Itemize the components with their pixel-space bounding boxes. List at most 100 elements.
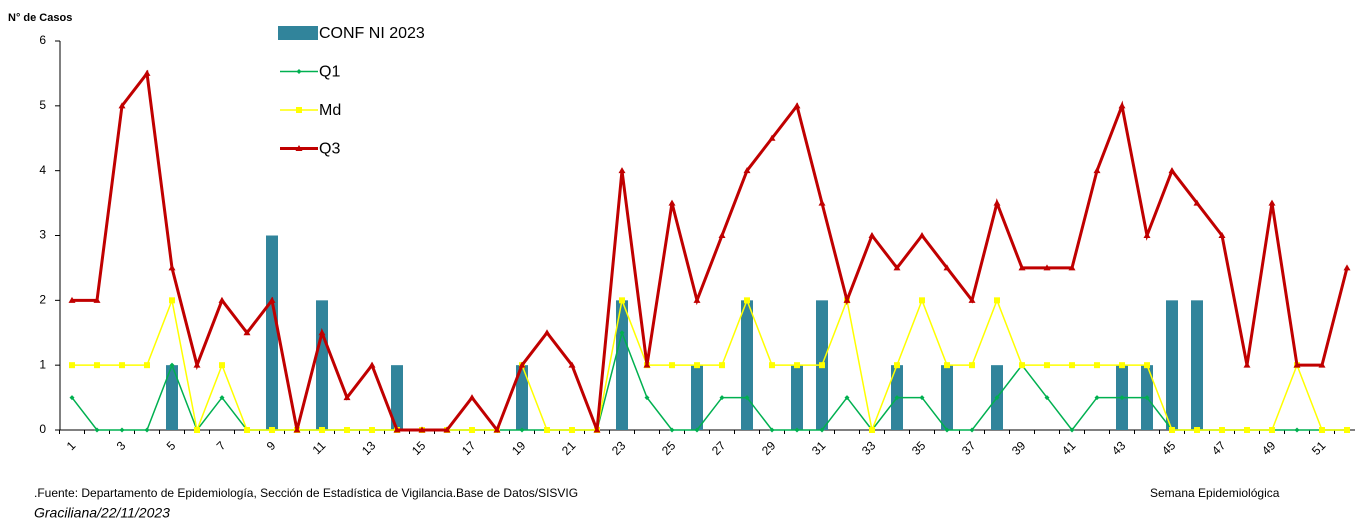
md-marker xyxy=(969,362,975,369)
md-marker xyxy=(1119,362,1125,369)
q1-marker xyxy=(169,362,175,368)
q3-marker xyxy=(1218,232,1226,238)
q1-marker xyxy=(1094,395,1100,401)
md-marker xyxy=(1194,427,1200,433)
q3-marker xyxy=(568,361,576,368)
x-tick-label: 31 xyxy=(809,438,829,458)
md-marker xyxy=(744,297,750,304)
md-marker xyxy=(269,427,275,433)
q3-marker xyxy=(368,361,376,368)
q3-marker xyxy=(993,199,1001,206)
x-tick-label: 47 xyxy=(1209,438,1229,458)
q3-marker xyxy=(295,145,303,151)
q1-marker xyxy=(694,427,700,433)
q3-marker xyxy=(1093,167,1101,174)
md-marker xyxy=(1319,427,1325,433)
md-marker xyxy=(894,362,900,369)
md-marker xyxy=(1069,362,1075,369)
q3-marker xyxy=(268,296,276,303)
x-tick-label: 7 xyxy=(214,438,229,453)
x-tick-label: 15 xyxy=(409,438,429,458)
q3-marker xyxy=(1343,264,1351,271)
bar xyxy=(791,365,803,430)
author-note: Graciliana/22/11/2023 xyxy=(34,505,170,521)
q3-marker xyxy=(143,69,151,76)
x-tick-label: 39 xyxy=(1009,438,1029,458)
legend-swatch xyxy=(278,26,318,40)
q3-marker xyxy=(418,426,426,433)
bar xyxy=(166,365,178,430)
x-axis-label: Semana Epidemiológica xyxy=(1150,486,1280,500)
bar xyxy=(691,365,703,430)
x-tick-label: 3 xyxy=(114,438,129,453)
x-tick-label: 5 xyxy=(164,438,179,453)
y-axis-label: N° de Casos xyxy=(8,12,72,24)
q3-marker xyxy=(343,394,351,401)
md-marker xyxy=(819,362,825,369)
q3-marker xyxy=(893,264,901,271)
q3-marker xyxy=(593,426,601,433)
bar xyxy=(516,365,528,430)
q1-marker xyxy=(1294,427,1300,433)
bar xyxy=(741,300,753,430)
q3-marker xyxy=(793,102,801,109)
q3-marker xyxy=(1168,167,1176,174)
md-marker xyxy=(1169,427,1175,433)
line-md xyxy=(72,297,1347,433)
md-marker xyxy=(1344,427,1350,433)
x-tick-label: 29 xyxy=(759,438,779,458)
q3-marker xyxy=(243,329,251,336)
md-marker xyxy=(944,362,950,369)
q3-marker xyxy=(1268,199,1276,206)
q3-marker xyxy=(1193,199,1201,206)
x-tick-label: 1 xyxy=(64,438,79,453)
q3-marker xyxy=(493,426,501,433)
md-marker xyxy=(296,107,302,113)
q3-marker xyxy=(843,296,851,303)
md-marker xyxy=(144,362,150,369)
q3-marker xyxy=(1243,361,1251,368)
q3-marker xyxy=(1043,264,1051,271)
y-tick-label: 5 xyxy=(39,98,46,112)
md-marker xyxy=(1244,427,1250,433)
md-marker xyxy=(119,362,125,369)
md-marker xyxy=(1269,427,1275,433)
q1-marker xyxy=(119,427,125,433)
q1-marker xyxy=(994,395,1000,401)
x-tick-label: 25 xyxy=(659,438,679,458)
bar xyxy=(391,365,403,430)
q1-marker xyxy=(1144,395,1150,401)
md-marker xyxy=(244,427,250,433)
q3-marker xyxy=(293,426,301,433)
md-marker xyxy=(694,362,700,369)
q3-marker xyxy=(968,296,976,303)
bar xyxy=(1191,300,1203,430)
md-marker xyxy=(669,362,675,369)
x-tick-label: 35 xyxy=(909,438,929,458)
md-marker xyxy=(769,362,775,369)
q3-marker xyxy=(868,232,876,238)
q3-marker xyxy=(318,329,326,336)
md-marker xyxy=(1144,362,1150,369)
x-tick-label: 17 xyxy=(459,438,479,458)
md-marker xyxy=(869,427,875,433)
y-tick-label: 0 xyxy=(39,422,46,436)
q3-marker xyxy=(543,329,551,336)
q3-marker xyxy=(768,134,776,141)
x-tick-label: 51 xyxy=(1309,438,1329,458)
x-tick-label: 21 xyxy=(559,438,579,458)
x-tick-label: 45 xyxy=(1159,438,1179,458)
md-marker xyxy=(194,427,200,433)
md-marker xyxy=(169,297,175,304)
q3-marker xyxy=(1318,361,1326,368)
y-tick-label: 6 xyxy=(39,33,46,47)
q1-marker xyxy=(794,427,800,433)
q1-marker xyxy=(969,427,975,433)
y-tick-label: 3 xyxy=(39,228,46,242)
bar xyxy=(616,300,628,430)
x-tick-label: 49 xyxy=(1259,438,1279,458)
q3-marker xyxy=(93,296,101,303)
q3-marker xyxy=(1018,264,1026,271)
q3-marker xyxy=(193,361,201,368)
